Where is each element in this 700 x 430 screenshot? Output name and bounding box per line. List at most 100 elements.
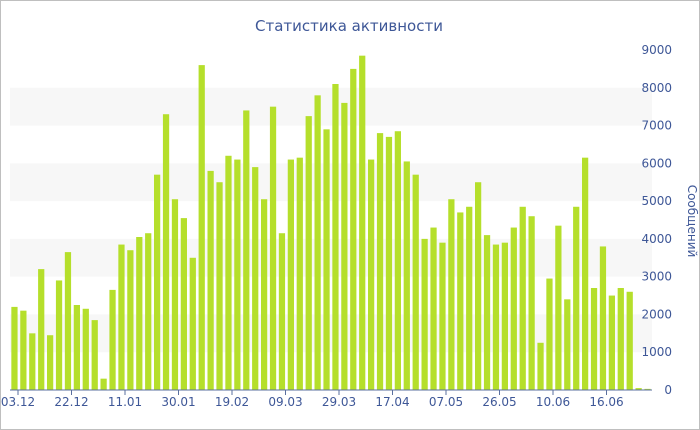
bar bbox=[457, 212, 464, 390]
y-axis-ticks: 0 1000 2000 3000 4000 5000 6000 7000 8000 9000 bbox=[641, 43, 672, 397]
bar bbox=[403, 161, 410, 390]
bar bbox=[162, 114, 170, 390]
bar bbox=[448, 199, 455, 390]
bar bbox=[483, 235, 491, 390]
bar bbox=[82, 308, 89, 390]
bar bbox=[492, 244, 500, 390]
bar bbox=[225, 155, 232, 390]
bar bbox=[154, 174, 161, 390]
background-bands bbox=[10, 87, 652, 353]
bar bbox=[537, 342, 544, 390]
bar bbox=[466, 206, 473, 390]
bar bbox=[64, 252, 72, 390]
bar bbox=[287, 159, 294, 390]
bar bbox=[644, 388, 651, 390]
bar bbox=[29, 333, 36, 390]
bar bbox=[38, 269, 45, 390]
y-tick-label: 2000 bbox=[641, 307, 672, 321]
x-tick-label: 17.04 bbox=[375, 395, 409, 409]
bar bbox=[635, 388, 642, 390]
bar bbox=[475, 182, 482, 390]
bar bbox=[608, 295, 615, 390]
bar bbox=[109, 289, 116, 390]
bar bbox=[269, 106, 277, 391]
bar bbox=[412, 174, 419, 390]
bar bbox=[341, 102, 348, 390]
background-band bbox=[10, 314, 652, 353]
bar bbox=[243, 110, 250, 390]
bar bbox=[564, 299, 571, 390]
x-tick-label: 29.03 bbox=[322, 395, 356, 409]
bar bbox=[555, 225, 562, 390]
bar bbox=[626, 291, 633, 390]
bar bbox=[439, 242, 446, 390]
y-tick-label: 5000 bbox=[641, 194, 672, 208]
y-tick-label: 8000 bbox=[641, 81, 672, 95]
bar bbox=[11, 306, 18, 390]
y-tick-label: 0 bbox=[664, 383, 672, 397]
bar bbox=[100, 378, 107, 390]
bar bbox=[47, 335, 54, 390]
bar bbox=[617, 288, 624, 390]
bar bbox=[180, 218, 187, 390]
x-tick-label: 11.01 bbox=[108, 395, 142, 409]
y-axis-title: Сообщений bbox=[685, 185, 699, 258]
bar bbox=[350, 68, 357, 390]
bar bbox=[368, 159, 375, 390]
bar bbox=[376, 133, 384, 391]
bar bbox=[20, 310, 27, 390]
x-tick-label: 03.12 bbox=[1, 395, 35, 409]
bar bbox=[278, 233, 286, 390]
background-band bbox=[10, 163, 652, 202]
x-tick-label: 16.06 bbox=[589, 395, 623, 409]
x-tick-label: 26.05 bbox=[482, 395, 516, 409]
chart-title: Статистика активности bbox=[255, 17, 443, 35]
bar bbox=[590, 288, 598, 390]
bar bbox=[261, 199, 268, 390]
y-tick-label: 9000 bbox=[641, 43, 672, 57]
bar bbox=[385, 136, 393, 390]
y-tick-label: 3000 bbox=[641, 270, 672, 284]
bar bbox=[216, 182, 223, 390]
y-tick-label: 7000 bbox=[641, 119, 672, 133]
bar bbox=[189, 257, 196, 390]
y-tick-label: 4000 bbox=[641, 232, 672, 246]
bar bbox=[234, 159, 241, 390]
bar bbox=[430, 227, 437, 390]
bar bbox=[207, 170, 214, 390]
y-tick-label: 6000 bbox=[641, 156, 672, 170]
bar bbox=[394, 131, 401, 390]
bar bbox=[296, 157, 303, 390]
bar bbox=[359, 55, 366, 391]
bar bbox=[501, 242, 508, 390]
bar bbox=[599, 246, 607, 390]
bar bbox=[252, 167, 259, 390]
x-axis-ticks: 03.12 22.12 11.01 30.01 19.02 09.03 29.03 17.04… bbox=[1, 390, 624, 409]
bar bbox=[118, 244, 125, 390]
bar bbox=[323, 129, 330, 390]
bar bbox=[528, 216, 535, 390]
bar bbox=[573, 206, 580, 390]
x-tick-label: 19.02 bbox=[215, 395, 249, 409]
bar bbox=[55, 280, 63, 390]
bar bbox=[582, 157, 589, 390]
background-band bbox=[10, 87, 652, 126]
bar bbox=[73, 305, 80, 390]
x-tick-label: 30.01 bbox=[161, 395, 195, 409]
bar bbox=[510, 227, 517, 390]
bar bbox=[314, 95, 321, 390]
bar bbox=[546, 278, 553, 390]
bar bbox=[421, 238, 428, 390]
x-tick-label: 22.12 bbox=[54, 395, 88, 409]
bar bbox=[145, 233, 152, 390]
bar bbox=[127, 250, 134, 390]
background-band bbox=[10, 238, 652, 277]
bar bbox=[519, 206, 526, 390]
x-tick-label: 10.06 bbox=[536, 395, 570, 409]
bar bbox=[171, 199, 179, 390]
bar bbox=[305, 116, 312, 391]
bar bbox=[332, 84, 339, 390]
bar bbox=[198, 65, 205, 391]
x-tick-label: 07.05 bbox=[429, 395, 463, 409]
